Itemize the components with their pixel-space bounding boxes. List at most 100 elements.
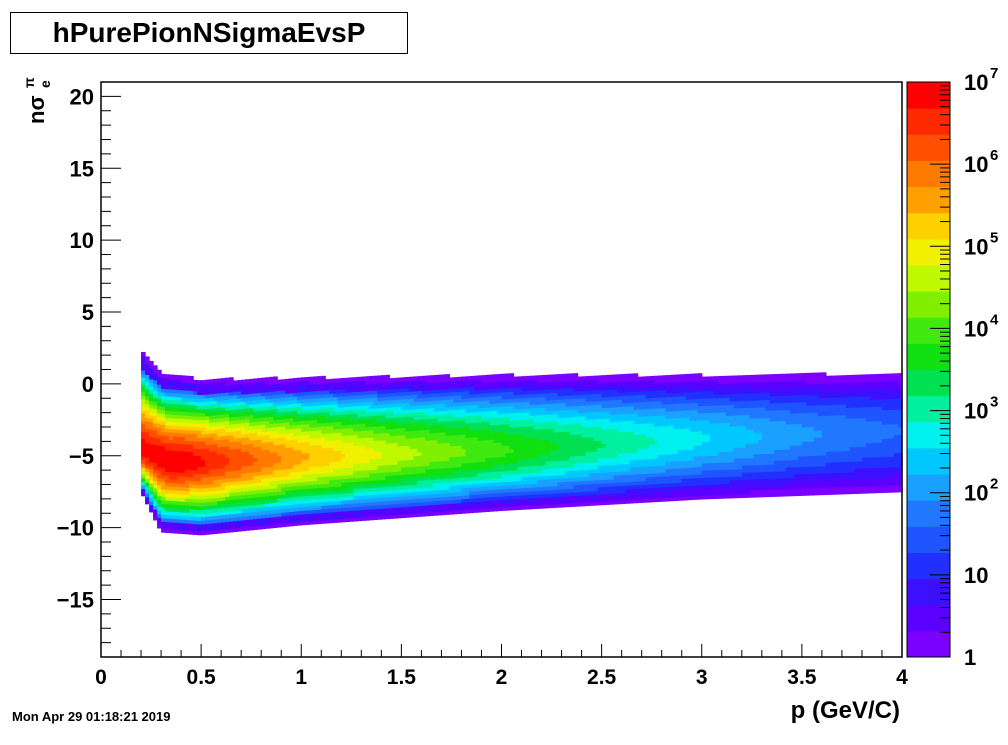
- heatmap-cell: [273, 498, 278, 503]
- heatmap-cell: [401, 441, 406, 447]
- heatmap-cell: [397, 514, 402, 519]
- heatmap-cell: [353, 434, 358, 439]
- heatmap-cell: [521, 426, 527, 431]
- heatmap-cell: [293, 471, 298, 476]
- heatmap-cell: [633, 380, 639, 385]
- heatmap-cell: [565, 485, 571, 490]
- heatmap-cell: [237, 441, 242, 446]
- heatmap-cell: [485, 403, 491, 408]
- heatmap-cell: [365, 498, 370, 503]
- heatmap-cell: [341, 435, 346, 440]
- heatmap-cell: [357, 473, 362, 479]
- heatmap-cell: [229, 459, 234, 465]
- heatmap-cell: [497, 420, 503, 425]
- heatmap-cell: [225, 424, 230, 429]
- heatmap-cell: [225, 431, 230, 436]
- heatmap-cell: [561, 402, 567, 407]
- heatmap-cell: [333, 436, 338, 441]
- heatmap-cell: [149, 418, 154, 423]
- heatmap-cell: [465, 505, 471, 510]
- heatmap-cell: [257, 396, 262, 401]
- heatmap-cell: [181, 382, 186, 387]
- heatmap-cell: [573, 380, 579, 385]
- heatmap-cell: [621, 413, 627, 418]
- heatmap-cell: [241, 523, 246, 528]
- heatmap-cell: [185, 429, 190, 434]
- heatmap-cell: [309, 491, 314, 496]
- heatmap-cell: [321, 465, 326, 470]
- heatmap-cell: [581, 502, 587, 507]
- heatmap-cell: [345, 449, 350, 454]
- heatmap-cell: [541, 439, 547, 444]
- heatmap-cell: [225, 427, 230, 433]
- heatmap-cell: [629, 452, 635, 457]
- heatmap-cell: [437, 482, 443, 487]
- heatmap-cell: [509, 477, 515, 482]
- heatmap-cell: [213, 382, 218, 387]
- heatmap-cell: [493, 395, 499, 400]
- heatmap-cell: [553, 485, 559, 490]
- heatmap-cell: [645, 487, 651, 492]
- heatmap-cell: [349, 395, 354, 400]
- heatmap-cell: [161, 391, 166, 397]
- heatmap-cell: [337, 414, 342, 419]
- heatmap-cell: [393, 410, 398, 415]
- heatmap-cell: [217, 389, 222, 394]
- heatmap-cell: [241, 491, 246, 496]
- heatmap-cell: [341, 392, 346, 397]
- heatmap-cell: [597, 418, 603, 423]
- heatmap-cell: [329, 450, 334, 455]
- heatmap-cell: [149, 468, 154, 473]
- heatmap-cell: [421, 404, 426, 409]
- heatmap-cell: [581, 419, 587, 424]
- heatmap-cell: [197, 498, 202, 503]
- heatmap-cell: [381, 418, 386, 423]
- heatmap-cell: [229, 449, 234, 454]
- heatmap-cell: [413, 387, 418, 392]
- heatmap-cell: [401, 377, 406, 382]
- heatmap-cell: [249, 465, 254, 470]
- heatmap-cell: [625, 398, 631, 404]
- heatmap-cell: [485, 443, 491, 448]
- heatmap-cell: [261, 402, 266, 407]
- heatmap-cell: [313, 498, 318, 503]
- heatmap-cell: [213, 454, 218, 459]
- heatmap-cell: [513, 505, 519, 511]
- heatmap-cell: [265, 405, 270, 411]
- heatmap-cell: [537, 483, 543, 488]
- heatmap-cell: [157, 484, 162, 489]
- heatmap-cell: [345, 417, 350, 422]
- heatmap-cell: [405, 456, 410, 461]
- heatmap-cell: [521, 491, 527, 496]
- heatmap-cell: [593, 397, 599, 402]
- heatmap-cell: [537, 378, 543, 383]
- heatmap-cell: [373, 400, 378, 406]
- heatmap-cell: [533, 468, 539, 474]
- heatmap-cell: [381, 378, 386, 383]
- heatmap-cell: [369, 393, 374, 399]
- heatmap-cell: [193, 491, 198, 496]
- heatmap-cell: [265, 477, 270, 483]
- heatmap-cell: [481, 418, 487, 423]
- heatmap-cell: [337, 478, 342, 484]
- heatmap-cell: [353, 427, 358, 432]
- heatmap-cell: [365, 458, 370, 464]
- heatmap-cell: [193, 462, 198, 467]
- heatmap-cell: [365, 426, 370, 431]
- heatmap-cell: [469, 411, 475, 417]
- heatmap-cell: [513, 441, 519, 446]
- heatmap-cell: [281, 505, 286, 510]
- heatmap-cell: [185, 436, 190, 441]
- heatmap-cell: [165, 435, 170, 440]
- heatmap-cell: [361, 380, 366, 385]
- heatmap-cell: [549, 385, 555, 390]
- heatmap-cell: [545, 417, 551, 423]
- heatmap-cell: [389, 392, 394, 397]
- heatmap-cell: [369, 444, 374, 449]
- heatmap-cell: [613, 399, 619, 404]
- heatmap-cell: [429, 396, 435, 401]
- heatmap-cell: [417, 422, 423, 428]
- heatmap-cell: [353, 416, 358, 421]
- heatmap-cell: [633, 481, 639, 486]
- heatmap-cell: [525, 490, 531, 496]
